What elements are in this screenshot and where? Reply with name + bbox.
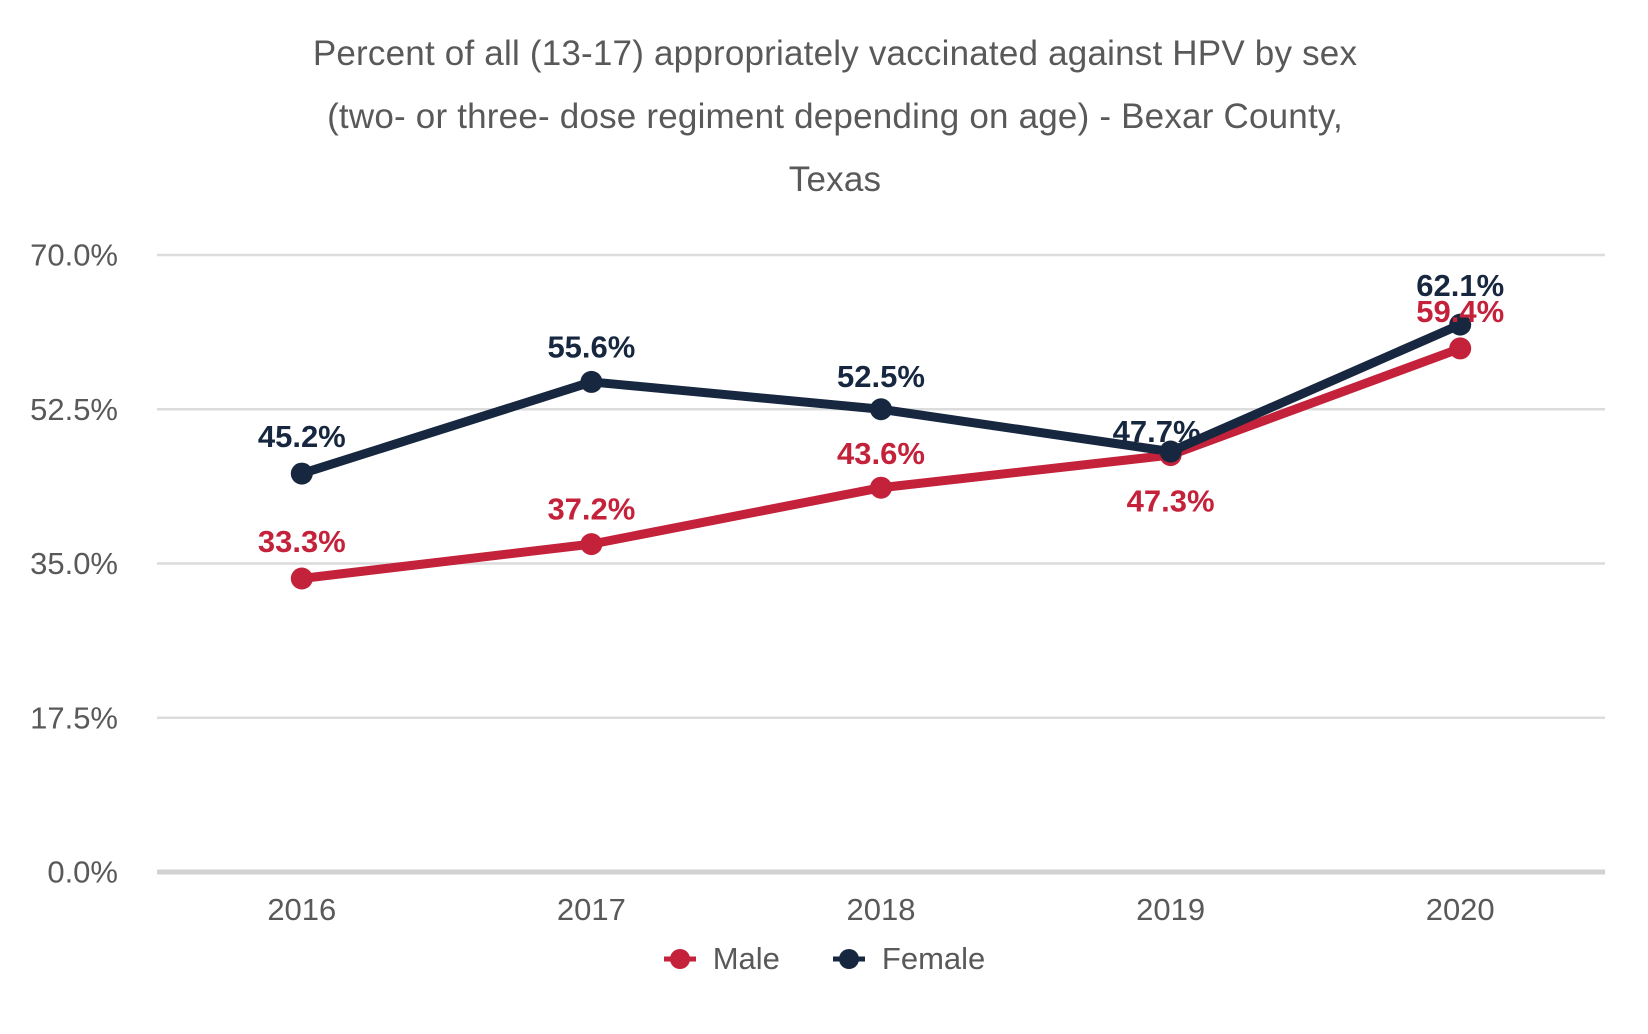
chart-title-line-3: Texas [788,160,882,199]
female-data-label-2018: 52.5% [837,359,925,394]
male-data-label-2017: 37.2% [547,492,635,527]
x-tick-label: 2019 [1136,892,1205,927]
male-point-2016 [290,567,313,590]
male-data-label-2018: 43.6% [837,436,925,471]
female-point-2018 [870,398,892,421]
female-series-marker-icon [832,949,865,969]
female-point-2020 [1449,313,1472,336]
female-point-2019 [1159,440,1182,463]
x-tick-label: 2020 [1426,892,1495,927]
chart-title: Percent of all (13-17) appropriately vac… [30,22,1640,211]
male-data-label-2016: 33.3% [258,524,346,559]
female-point-2016 [290,462,313,485]
female-point-2017 [580,370,603,393]
male-series-marker-icon [663,949,696,969]
legend-item-female: Female [832,941,985,977]
y-tick-label: 70.0% [30,238,118,273]
x-tick-label: 2017 [557,892,626,927]
female-data-label-2017: 55.6% [547,329,635,364]
y-tick-label: 52.5% [30,392,118,427]
legend-label-male: Male [712,941,780,976]
x-tick-label: 2016 [267,892,336,927]
male-data-label-2020: 59.4% [1416,294,1504,329]
female-data-label-2019: 47.7% [1113,414,1201,449]
legend-item-male: Male [663,941,780,977]
y-tick-label: 0.0% [47,855,118,890]
male-point-2018 [870,476,892,499]
chart-legend: Male Female [0,941,1648,977]
legend-label-female: Female [881,941,986,976]
x-tick-label: 2018 [847,892,916,927]
female-data-label-2020: 62.1% [1416,268,1504,303]
male-point-2017 [580,533,603,556]
chart-title-line-2: (two- or three- dose regiment depending … [327,97,1343,136]
chart-title-line-1: Percent of all (13-17) appropriately vac… [312,34,1358,73]
y-tick-label: 35.0% [30,546,118,581]
female-data-label-2016: 45.2% [258,419,346,454]
male-point-2020 [1449,337,1472,360]
y-tick-label: 17.5% [30,700,118,735]
male-data-label-2019: 47.3% [1127,484,1215,519]
